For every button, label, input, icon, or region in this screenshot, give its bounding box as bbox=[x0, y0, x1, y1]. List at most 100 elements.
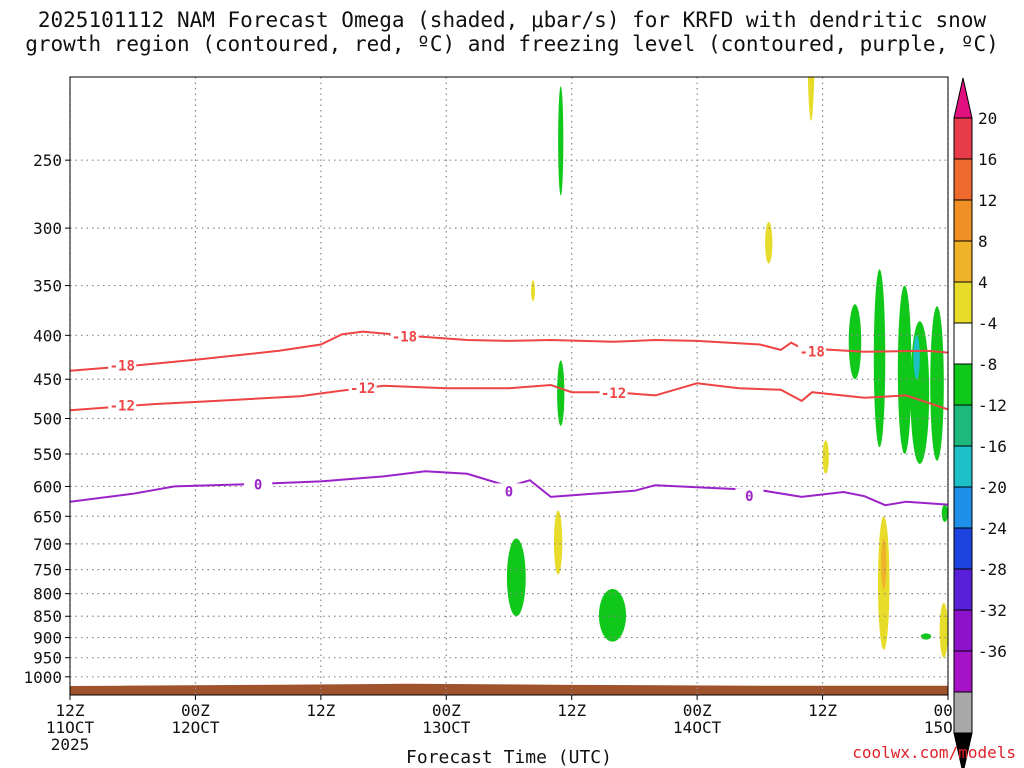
colorbar-label: 12 bbox=[978, 191, 997, 210]
y-tick-label: 350 bbox=[33, 277, 62, 296]
colorbar-label: -20 bbox=[978, 478, 1007, 497]
contour-label-bg bbox=[108, 357, 137, 374]
omega-region-6 bbox=[897, 285, 912, 455]
title-line-2: growth region (contoured, red, ºC) and f… bbox=[25, 32, 999, 56]
contour-label-bg bbox=[798, 343, 827, 360]
contour-label: 0 bbox=[254, 478, 262, 494]
colorbar-bin bbox=[953, 240, 973, 283]
colorbar-label: -32 bbox=[978, 601, 1007, 620]
contour-label: -12 bbox=[601, 386, 626, 402]
x-tick-label: 14OCT bbox=[673, 718, 722, 737]
y-tick-label: 550 bbox=[33, 445, 62, 464]
contour-label: -12 bbox=[110, 399, 135, 415]
y-tick-label: 800 bbox=[33, 585, 62, 604]
omega-region-1 bbox=[557, 360, 565, 426]
contour-label-bg bbox=[735, 488, 764, 505]
contour-label-bg bbox=[599, 385, 628, 402]
colorbar-label: -12 bbox=[978, 396, 1007, 415]
omega-region-3 bbox=[598, 588, 627, 642]
x-tick-label: 12Z bbox=[306, 701, 335, 720]
contour-line-0 bbox=[70, 470, 948, 507]
colorbar-bin bbox=[953, 650, 973, 693]
omega-region-4 bbox=[848, 304, 862, 380]
colorbar-bin bbox=[953, 404, 973, 447]
y-tick-label: 450 bbox=[33, 370, 62, 389]
colorbar-bin bbox=[953, 117, 973, 160]
colorbar-bin bbox=[953, 568, 973, 611]
omega-region-17 bbox=[553, 510, 563, 575]
credit-text: coolwx.com/models bbox=[852, 743, 1016, 762]
colorbar-bin bbox=[953, 691, 973, 734]
contour-label: -18 bbox=[392, 329, 417, 345]
contour-label: 0 bbox=[505, 484, 513, 500]
surface-terrain-layer bbox=[70, 683, 948, 695]
x-tick-label: 00Z bbox=[432, 701, 461, 720]
contour-label-bg bbox=[495, 483, 523, 500]
colorbar-bin bbox=[953, 199, 973, 242]
omega-region-15 bbox=[531, 280, 536, 302]
colorbar-label: 4 bbox=[978, 273, 988, 292]
contour-line--12 bbox=[70, 382, 948, 412]
contour-label-bg bbox=[348, 380, 377, 397]
x-tick-label: 12Z bbox=[56, 701, 85, 720]
y-axis: 250 300 350 400 450 500 550 600 650 700 750 800 850 9… bbox=[23, 151, 70, 687]
y-tick-label: 1000 bbox=[23, 668, 62, 687]
omega-region-7 bbox=[910, 321, 930, 465]
contour-label-bg bbox=[244, 476, 273, 493]
colorbar-top-arrow bbox=[953, 77, 973, 119]
omega-region-11 bbox=[920, 633, 932, 640]
y-tick-label: 850 bbox=[33, 607, 62, 626]
omega-region-2 bbox=[506, 538, 526, 617]
colorbar-bin bbox=[953, 445, 973, 488]
y-tick-label: 400 bbox=[33, 326, 62, 345]
omega-region-8 bbox=[930, 306, 944, 461]
colorbar-bin bbox=[953, 486, 973, 529]
colorbar-bin bbox=[953, 527, 973, 570]
colorbar-bin bbox=[953, 363, 973, 406]
colorbar-label: 16 bbox=[978, 150, 997, 169]
omega-region-0 bbox=[558, 86, 564, 196]
y-tick-label: 250 bbox=[33, 151, 62, 170]
colorbar-label: -28 bbox=[978, 560, 1007, 579]
colorbar-label: 20 bbox=[978, 109, 997, 128]
omega-region-14 bbox=[765, 221, 773, 264]
x-axis-label: Forecast Time (UTC) bbox=[406, 747, 612, 768]
contour-label-bg bbox=[390, 328, 419, 345]
chart-title: 2025101112 NAM Forecast Omega (shaded, μ… bbox=[0, 8, 1024, 56]
colorbar: 20 16 12 8 4 -4 -8 -12 -16 -20 -24 -28 -32 -36 bbox=[953, 77, 1007, 768]
colorbar-bin bbox=[953, 609, 973, 652]
y-tick-label: 300 bbox=[33, 219, 62, 238]
omega-region-21 bbox=[881, 538, 887, 589]
contour-layer: -18 -18 -18 -12 -12 -12 0 0 0 bbox=[70, 328, 948, 507]
contour-label-bg bbox=[108, 397, 137, 414]
contour-label: 0 bbox=[745, 489, 753, 505]
omega-shading-layer bbox=[506, 77, 952, 658]
omega-region-9 bbox=[948, 447, 952, 486]
colorbar-label: -24 bbox=[978, 519, 1007, 538]
y-tick-label: 700 bbox=[33, 535, 62, 554]
contour-label: -18 bbox=[799, 345, 824, 361]
colorbar-bottom-arrow bbox=[953, 732, 973, 768]
title-line-1: 2025101112 NAM Forecast Omega (shaded, μ… bbox=[37, 8, 987, 32]
colorbar-label: 8 bbox=[978, 232, 988, 251]
omega-region-10 bbox=[941, 504, 948, 522]
x-tick-label: 13OCT bbox=[422, 718, 471, 737]
omega-region-5 bbox=[873, 269, 886, 448]
colorbar-label: -4 bbox=[978, 314, 997, 333]
omega-region-19 bbox=[939, 602, 948, 658]
colorbar-label: -16 bbox=[978, 437, 1007, 456]
omega-region-12 bbox=[913, 335, 920, 380]
colorbar-bin bbox=[953, 158, 973, 201]
y-tick-label: 500 bbox=[33, 409, 62, 428]
x-tick-label: 00Z bbox=[181, 701, 210, 720]
surface-terrain bbox=[70, 683, 948, 695]
colorbar-label: -36 bbox=[978, 642, 1007, 661]
x-tick-label: 00Z bbox=[683, 701, 712, 720]
y-tick-label: 600 bbox=[33, 477, 62, 496]
x-tick-label: 12Z bbox=[808, 701, 837, 720]
x-tick-label: 2025 bbox=[51, 735, 90, 754]
colorbar-bin bbox=[953, 281, 973, 324]
colorbar-bin bbox=[953, 322, 973, 365]
x-tick-label: 12Z bbox=[557, 701, 586, 720]
